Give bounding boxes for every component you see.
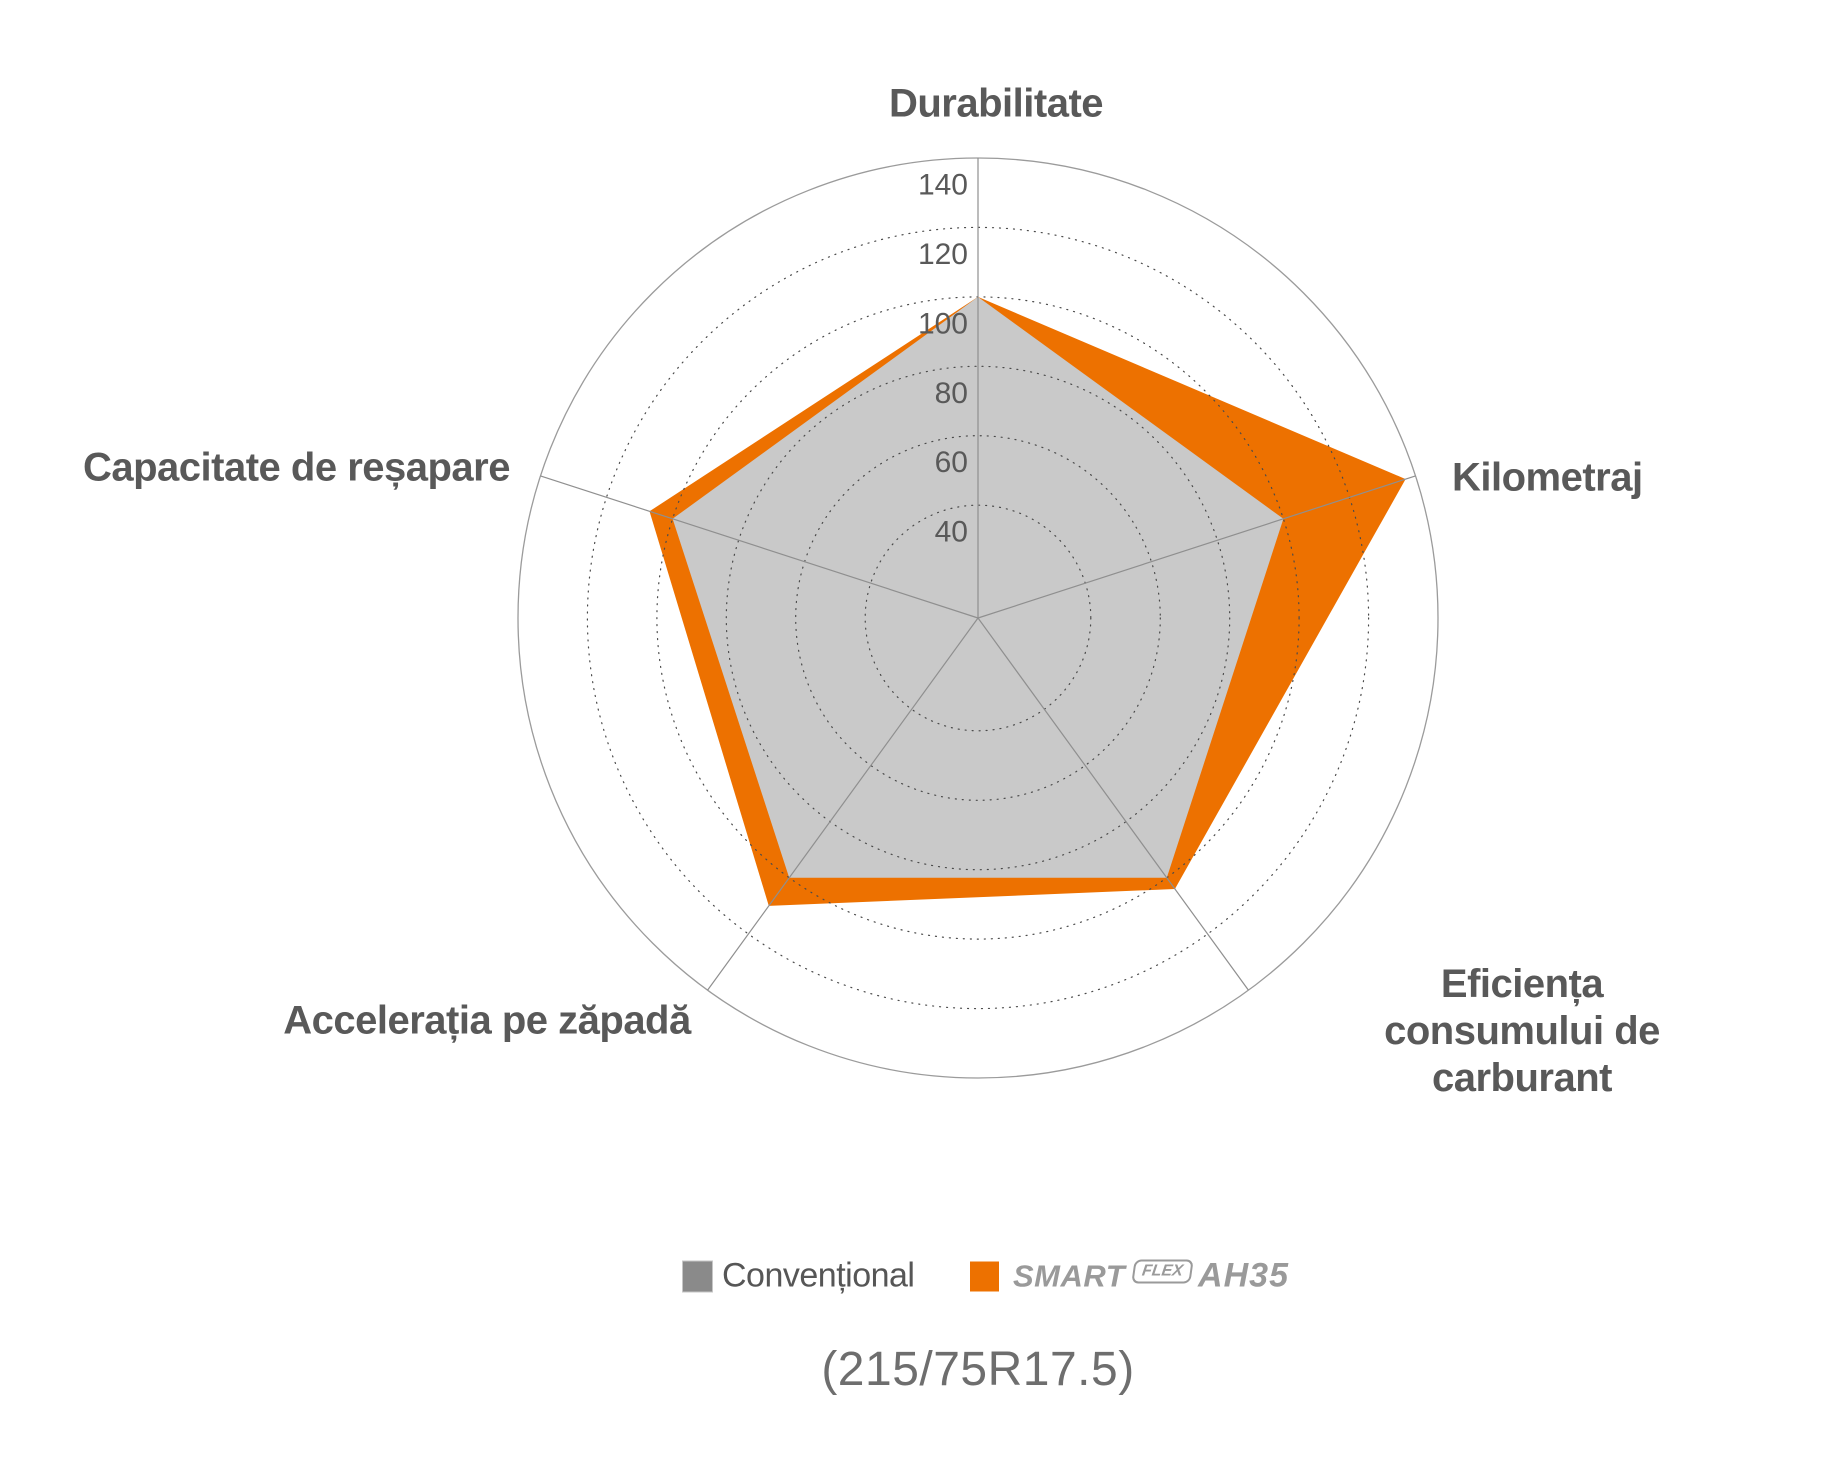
grid-ring-40 [864, 504, 1092, 732]
logo-flex-badge: Flex [1131, 1259, 1194, 1283]
smartflex-ah35-logo: Smart Flex AH35 [1013, 1257, 1289, 1296]
r-tick-label-60: 60 [935, 446, 968, 479]
r-tick-label-140: 140 [918, 169, 968, 202]
grid-ring-60 [795, 435, 1161, 801]
legend-item-conventional: Convențional [682, 1256, 915, 1296]
r-tick-label-80: 80 [935, 377, 968, 410]
axis-line-3 [707, 617, 979, 991]
logo-ah35-text: AH35 [1198, 1256, 1289, 1295]
legend-swatch-conventional [682, 1260, 713, 1292]
r-tick-label-100: 100 [918, 307, 968, 340]
axis-label-kilometraj: Kilometraj [1452, 455, 1643, 500]
legend-swatch-ah35 [970, 1261, 999, 1291]
axis-line-1 [977, 475, 1416, 619]
axis-label-capacitate-resapare: Capacitate de reșapare [82, 445, 511, 490]
legend-label-conventional: Convențional [722, 1256, 915, 1295]
axis-line-4 [540, 475, 979, 619]
grid-ring-80 [725, 365, 1231, 871]
axis-label-acceleratia-zapada: Accelerația pe zăpadă [283, 998, 691, 1043]
axis-label-durabilitate: Durabilitate [888, 81, 1104, 126]
axis-line-2 [977, 617, 1249, 991]
r-tick-label-40: 40 [935, 516, 968, 549]
grid-ring-120 [586, 226, 1370, 1010]
tire-size-caption: (215/75R17.5) [821, 1343, 1135, 1396]
legend-item-smartflex-ah35: Smart Flex AH35 [970, 1257, 1289, 1296]
axis-label-eficienta-consum: Eficiența consumului de carburant [1384, 962, 1660, 1101]
logo-smart-text: Smart [1013, 1258, 1126, 1293]
r-tick-label-120: 120 [918, 238, 968, 271]
